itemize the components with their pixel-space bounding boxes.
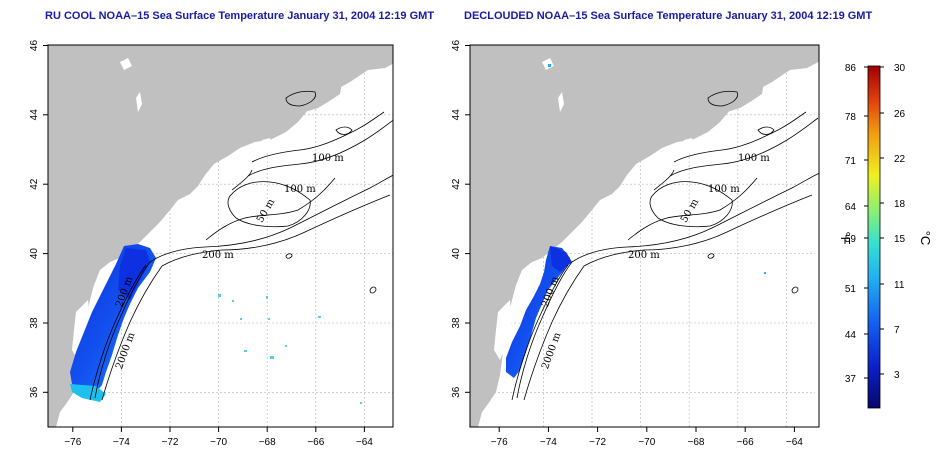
left-lon-tick-label: −70 bbox=[210, 437, 227, 448]
right-lon-tick-label: −68 bbox=[688, 437, 705, 448]
left-lon-tick-label: −74 bbox=[113, 437, 130, 448]
left-contour-label-100m-bank: 100 m bbox=[284, 184, 316, 195]
right-lon-tick-label: −76 bbox=[491, 437, 508, 448]
left-sst-offshore-pixels bbox=[218, 294, 362, 404]
left-lat-tick-label: 42 bbox=[29, 178, 40, 190]
fahrenheit-tick-label: 64 bbox=[845, 202, 857, 213]
left-lat-tick-label: 46 bbox=[29, 40, 40, 52]
right-map-frame bbox=[469, 44, 820, 428]
celsius-tick-label: 11 bbox=[894, 280, 905, 291]
celsius-tick-label: 26 bbox=[894, 109, 906, 120]
right-lat-tick-label: 40 bbox=[451, 248, 462, 260]
colorbar-fahrenheit-ticks bbox=[864, 66, 868, 379]
right-lat-tick-label: 44 bbox=[451, 109, 462, 121]
fahrenheit-tick-label: 51 bbox=[845, 284, 857, 295]
right-lat-tick-label: 42 bbox=[451, 178, 462, 190]
celsius-tick-label: 7 bbox=[894, 325, 900, 336]
right-map-title: DECLOUDED NOAA–15 Sea Surface Temperatur… bbox=[464, 10, 873, 22]
right-lon-tick-label: −74 bbox=[540, 437, 557, 448]
right-lon-tick-label: −72 bbox=[589, 437, 606, 448]
left-lon-tick-label: −64 bbox=[356, 437, 373, 448]
left-lat-tick-labels: 36 38 40 42 44 46 bbox=[29, 40, 40, 398]
right-lat-tick-label: 38 bbox=[451, 317, 462, 329]
left-contour-label-100m-north: 100 m bbox=[312, 153, 344, 164]
right-lon-tick-label: −70 bbox=[638, 437, 655, 448]
colorbar-celsius-labels: 30 26 22 18 15 11 7 3 bbox=[894, 63, 906, 381]
fahrenheit-unit-label: °F bbox=[838, 231, 853, 244]
left-lon-tick-label: −76 bbox=[64, 437, 81, 448]
temperature-colorbar: 86 78 71 64 59 51 44 37 30 26 22 18 15 1… bbox=[838, 63, 933, 409]
fahrenheit-tick-label: 44 bbox=[845, 330, 857, 341]
right-lon-tick-label: −64 bbox=[786, 437, 803, 448]
right-lon-tick-label: −66 bbox=[737, 437, 754, 448]
colorbar-gradient bbox=[867, 65, 881, 409]
left-lon-tick-labels: −76 −74 −72 −70 −68 −66 −64 bbox=[64, 437, 373, 448]
right-lat-tick-label: 36 bbox=[451, 386, 462, 398]
fahrenheit-tick-label: 37 bbox=[845, 374, 857, 385]
fahrenheit-tick-label: 59 bbox=[845, 234, 857, 245]
celsius-tick-label: 22 bbox=[894, 154, 906, 165]
right-lon-axis bbox=[498, 427, 795, 432]
left-lon-axis bbox=[72, 427, 365, 432]
left-map-panel: 100 m 100 m 50 m 200 m 200 m 2000 m −76 … bbox=[29, 40, 394, 448]
left-lat-tick-label: 40 bbox=[29, 248, 40, 260]
right-lat-axis bbox=[465, 45, 470, 393]
right-lat-tick-labels: 36 38 40 42 44 46 bbox=[451, 40, 462, 398]
fahrenheit-tick-label: 71 bbox=[845, 156, 857, 167]
left-lon-tick-label: −68 bbox=[259, 437, 276, 448]
left-lon-tick-label: −72 bbox=[162, 437, 179, 448]
left-contour-label-200m: 200 m bbox=[202, 250, 234, 261]
left-sst-northern-patch bbox=[118, 248, 150, 300]
right-lat-tick-label: 46 bbox=[451, 40, 462, 52]
celsius-tick-label: 18 bbox=[894, 199, 906, 210]
left-lon-tick-label: −66 bbox=[307, 437, 324, 448]
celsius-unit-label: °C bbox=[918, 231, 933, 246]
right-lon-tick-labels: −76 −74 −72 −70 −68 −66 −64 bbox=[491, 437, 804, 448]
left-lat-tick-label: 36 bbox=[29, 386, 40, 398]
left-lat-tick-label: 38 bbox=[29, 317, 40, 329]
right-contour-label-100m-north: 100 m bbox=[738, 153, 770, 164]
fahrenheit-tick-label: 86 bbox=[845, 63, 857, 74]
colorbar-fahrenheit-labels: 86 78 71 64 59 51 44 37 bbox=[845, 63, 857, 385]
celsius-tick-label: 15 bbox=[894, 234, 906, 245]
colorbar-celsius-ticks bbox=[880, 66, 884, 375]
right-sst-declouded-band bbox=[506, 246, 570, 378]
fahrenheit-tick-label: 78 bbox=[845, 112, 857, 123]
left-lat-axis bbox=[43, 45, 48, 393]
left-map-frame bbox=[47, 44, 394, 428]
left-map-title: RU COOL NOAA–15 Sea Surface Temperature … bbox=[45, 10, 435, 22]
left-lat-tick-label: 44 bbox=[29, 109, 40, 121]
right-contour-label-100m-bank: 100 m bbox=[708, 184, 740, 195]
right-sst-offshore-pixels bbox=[548, 64, 766, 274]
celsius-tick-label: 3 bbox=[894, 370, 900, 381]
right-contour-label-200m: 200 m bbox=[628, 250, 660, 261]
celsius-tick-label: 30 bbox=[894, 63, 906, 74]
right-sst-northern-patch bbox=[550, 246, 572, 272]
right-map-panel: 100 m 100 m 50 m 200 m 200 m 2000 m −76 … bbox=[451, 40, 820, 448]
